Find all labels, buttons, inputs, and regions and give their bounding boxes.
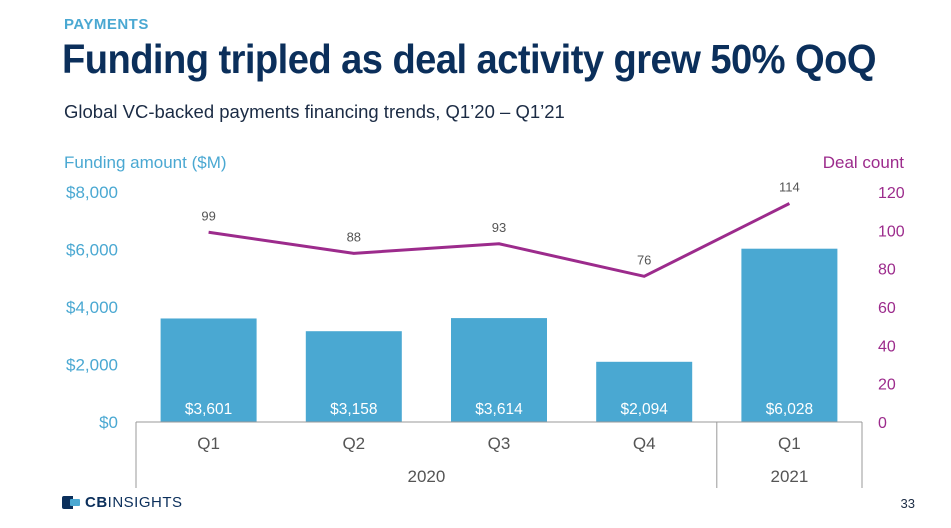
deal-count-line [208, 202, 791, 278]
y-right-tick-label: 40 [878, 338, 896, 355]
page-number: 33 [900, 496, 915, 511]
cb-insights-logo: CBINSIGHTS [62, 494, 183, 511]
funding-bar-label: $3,601 [185, 401, 232, 418]
y-right-tick-label: 80 [878, 262, 896, 279]
deal-count-label: 88 [347, 229, 361, 244]
x-tick-label: Q3 [488, 434, 511, 453]
deal-count-label: 114 [779, 180, 800, 195]
y-right-tick-label: 20 [878, 377, 896, 394]
page-title: Funding tripled as deal activity grew 50… [62, 36, 876, 82]
x-group-label: 2021 [770, 467, 808, 486]
funding-bar [160, 318, 257, 422]
funding-bar-label: $6,028 [766, 401, 813, 418]
funding-bar [451, 318, 547, 422]
funding-bar-label: $2,094 [620, 401, 668, 418]
funding-bar-label: $3,614 [475, 401, 523, 418]
x-group-label: 2020 [407, 467, 445, 486]
chart-subtitle: Global VC-backed payments financing tren… [64, 101, 565, 122]
y-left-tick-label: $4,000 [66, 298, 118, 317]
logo-wordmark-suffix: INSIGHTS [107, 494, 183, 511]
y-left-axis-title: Funding amount ($M) [64, 153, 227, 172]
logo-wordmark-prefix: CB [85, 494, 108, 511]
funding-bar [305, 331, 402, 422]
funding-bar-label: $3,158 [330, 401, 377, 418]
y-left-tick-label: $8,000 [66, 183, 118, 202]
y-right-tick-label: 100 [878, 223, 905, 240]
y-right-tick-label: 60 [878, 300, 896, 317]
y-left-tick-label: $6,000 [66, 241, 118, 260]
y-left-tick-label: $0 [99, 413, 118, 432]
deal-count-label: 76 [637, 252, 651, 267]
section-label: PAYMENTS [64, 16, 149, 33]
funding-bar [596, 361, 693, 422]
x-tick-label: Q2 [342, 434, 365, 453]
y-left-tick-label: $2,000 [66, 356, 118, 375]
deal-count-label: 93 [492, 220, 506, 235]
deal-count-label: 99 [201, 208, 215, 223]
x-tick-label: Q4 [633, 434, 656, 453]
x-tick-label: Q1 [197, 434, 220, 453]
funding-bar [741, 248, 838, 422]
x-tick-label: Q1 [778, 434, 801, 453]
logo-wordmark: CBINSIGHTS [85, 494, 183, 511]
y-right-tick-label: 120 [878, 185, 905, 202]
logo-mark-icon [62, 496, 80, 509]
y-right-axis-title: Deal count [823, 153, 905, 172]
y-right-tick-label: 0 [878, 415, 887, 432]
